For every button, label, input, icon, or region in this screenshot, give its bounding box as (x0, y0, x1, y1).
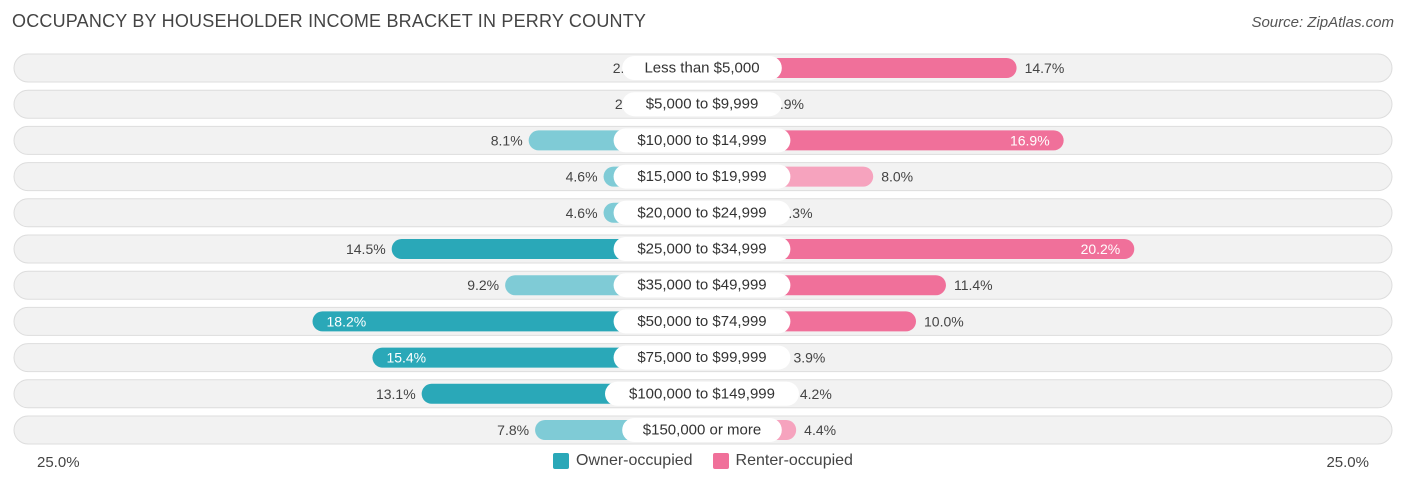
owner-value-label: 7.8% (497, 422, 529, 438)
renter-value-label: 4.4% (804, 422, 836, 438)
renter-bar (702, 130, 1064, 151)
owner-value-label: 15.4% (386, 350, 426, 366)
legend-item-renter: Renter-occupied (712, 452, 853, 470)
category-label: $5,000 to $9,999 (646, 96, 759, 113)
source-note: Source: ZipAtlas.com (1251, 14, 1394, 31)
renter-value-label: 11.4% (954, 277, 993, 293)
owner-value-label: 8.1% (491, 132, 523, 148)
renter-value-label: 14.7% (1025, 60, 1065, 76)
category-pill (613, 309, 791, 334)
chart-area: 2.4%14.7%Less than $5,0002.3%2.9%$5,000 … (13, 53, 1393, 445)
owner-value-label: 4.6% (566, 169, 598, 185)
category-label: $100,000 to $149,999 (629, 385, 775, 402)
axis-left-label: 25.0% (37, 454, 80, 471)
category-label: $50,000 to $74,999 (637, 313, 766, 330)
category-pill (613, 128, 791, 153)
renter-value-label: 16.9% (1010, 132, 1050, 148)
category-pill (613, 164, 791, 189)
renter-value-label: 20.2% (1081, 241, 1121, 257)
category-pill (605, 381, 799, 406)
renter-bar (702, 239, 1135, 259)
renter-value-label: 10.0% (924, 313, 964, 329)
legend: Owner-occupied Renter-occupied (0, 452, 1406, 470)
category-pill (622, 418, 782, 442)
category-label: $10,000 to $14,999 (637, 132, 766, 149)
category-pill (622, 56, 782, 80)
category-pill (613, 345, 791, 370)
legend-item-owner: Owner-occupied (553, 452, 693, 470)
legend-swatch-owner (553, 453, 570, 469)
category-pill (613, 237, 791, 261)
owner-value-label: 4.6% (566, 205, 598, 221)
renter-value-label: 3.9% (793, 350, 825, 366)
renter-value-label: 8.0% (881, 169, 913, 185)
category-label: Less than $5,000 (644, 60, 759, 77)
category-label: $15,000 to $19,999 (637, 168, 766, 185)
legend-label-owner: Owner-occupied (576, 452, 693, 469)
category-pill (613, 273, 791, 298)
owner-bar (312, 311, 702, 332)
category-pill (613, 200, 791, 225)
owner-value-label: 18.2% (327, 313, 367, 329)
legend-swatch-renter (712, 453, 729, 469)
category-label: $150,000 or more (643, 422, 761, 439)
owner-value-label: 13.1% (376, 386, 416, 402)
owner-value-label: 14.5% (346, 241, 386, 257)
category-label: $35,000 to $49,999 (637, 277, 766, 294)
legend-label-renter: Renter-occupied (735, 452, 853, 469)
owner-value-label: 9.2% (467, 277, 499, 293)
category-label: $20,000 to $24,999 (637, 204, 766, 221)
axis-right-label: 25.0% (1326, 454, 1369, 471)
renter-value-label: 4.2% (800, 386, 832, 402)
chart-title: OCCUPANCY BY HOUSEHOLDER INCOME BRACKET … (12, 11, 647, 31)
category-label: $75,000 to $99,999 (637, 349, 766, 366)
category-label: $25,000 to $34,999 (637, 241, 766, 258)
category-pill (622, 92, 782, 117)
